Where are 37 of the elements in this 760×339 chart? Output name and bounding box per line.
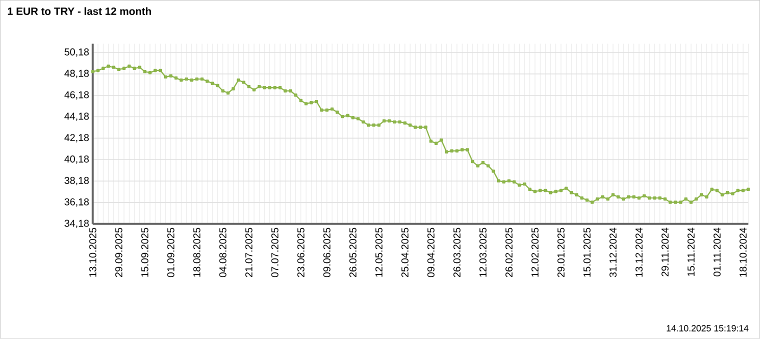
text: 14.10.2025 15:19:14 — [666, 325, 748, 332]
x-tick-label: 15.01.2025 — [583, 228, 591, 277]
x-tick-label: 29.11.2024 — [662, 228, 669, 276]
y-tick-label: 46,18 — [64, 91, 89, 100]
x-tick-label: 01.09.2025 — [167, 228, 174, 278]
x-tick-label: 15.09.2025 — [141, 228, 148, 277]
x-tick-label: 26.05.2025 — [349, 228, 356, 278]
x-tick-label: 23.06.2025 — [297, 228, 304, 278]
x-tick-label: 29.01.2025 — [557, 228, 565, 278]
x-tick-label: 13.12.2024 — [636, 228, 643, 277]
x-tick-label: 12.02.2025 — [531, 228, 539, 277]
x-tick-label: 04.08.2025 — [219, 228, 226, 278]
x-tick-label: 25.04.2025 — [401, 228, 408, 278]
x-tick-label: 18.10.2024 — [740, 228, 747, 277]
y-tick-label: 38,18 — [64, 177, 89, 186]
x-tick-label: 13.10.2025 — [89, 228, 96, 277]
x-tick-label: 12.05.2025 — [375, 228, 382, 277]
y-tick-label: 34,18 — [64, 220, 89, 228]
y-tick-label: 48,18 — [64, 70, 89, 78]
x-tick-label: 15.11.2024 — [688, 228, 695, 276]
x-tick-label: 09.06.2025 — [323, 228, 330, 278]
x-tick-label: 09.04.2025 — [427, 228, 434, 278]
x-tick-label: 18.08.2025 — [193, 228, 200, 277]
x-tick-label: 12.03.2025 — [479, 228, 487, 277]
y-tick-label: 42,18 — [64, 134, 89, 142]
x-tick-label: 01.11.2024 — [714, 228, 721, 277]
y-tick-label: 36,18 — [64, 198, 89, 207]
x-tick-label: 26.02.2025 — [505, 228, 513, 278]
x-tick-label: 21.07.2025 — [245, 228, 252, 278]
y-tick-label: 50,18 — [64, 48, 89, 57]
chart-title: 1 EUR to TRY - last 12 month — [8, 7, 151, 16]
x-tick-label: 07.07.2025 — [271, 228, 278, 278]
x-tick-label: 31.12.2024 — [609, 228, 617, 278]
y-tick-label: 40,18 — [64, 156, 89, 164]
x-tick-label: 26.03.2025 — [453, 228, 460, 278]
y-tick-label: 44,18 — [64, 112, 89, 122]
x-tick-label: 29.09.2025 — [115, 228, 122, 278]
